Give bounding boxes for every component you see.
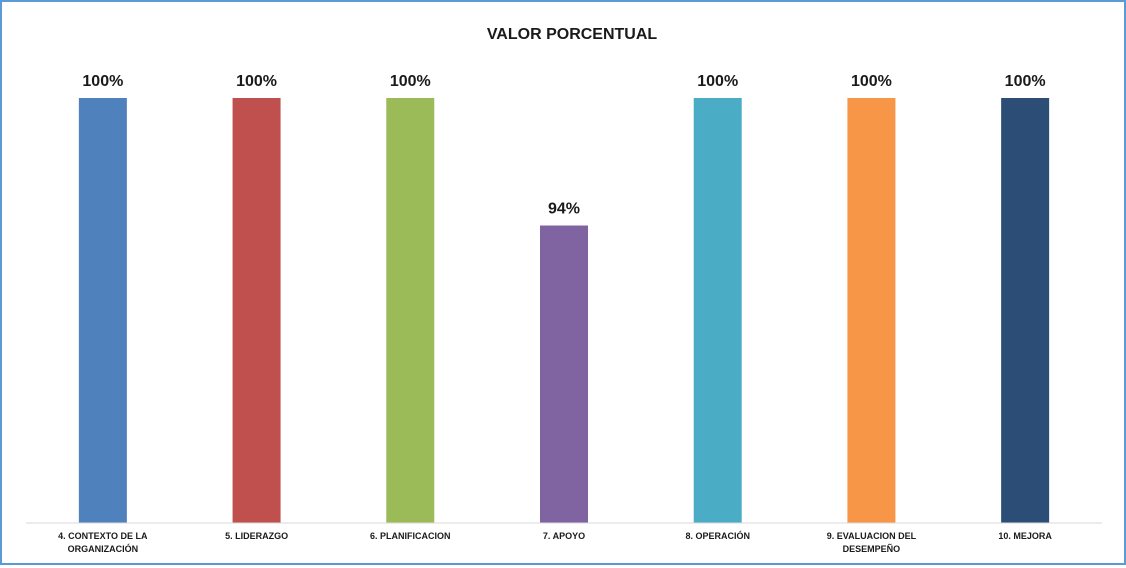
data-label-2: 100% — [236, 73, 277, 90]
bars-layer — [78, 98, 1050, 523]
bar-3 — [386, 98, 435, 523]
x-tick-label-7: 10. MEJORA — [998, 531, 1052, 541]
data-label-6: 100% — [851, 73, 892, 90]
data-label-5: 100% — [697, 73, 738, 90]
x-tick-label-6: 9. EVALUACION DEL DESEMPEÑO — [827, 531, 917, 554]
x-tick-label-4: 7. APOYO — [543, 531, 585, 541]
labels-layer: 100% 100% 100% 94% 100% 100% 100% — [82, 73, 1045, 218]
data-label-1: 100% — [82, 73, 123, 90]
x-tick-label-line: 7. APOYO — [543, 531, 585, 541]
bar-4 — [540, 225, 588, 523]
x-tick-label-line: DESEMPEÑO — [843, 544, 901, 554]
bar-7 — [1001, 98, 1050, 523]
x-tick-label-line: 6. PLANIFICACION — [370, 531, 451, 541]
x-tick-label-line: ORGANIZACIÓN — [68, 543, 139, 554]
x-tick-label-line: 9. EVALUACION DEL — [827, 531, 917, 541]
x-tick-label-line: 5. LIDERAZGO — [225, 531, 288, 541]
data-label-7: 100% — [1005, 73, 1046, 90]
bar-1 — [78, 98, 127, 523]
x-tick-label-2: 5. LIDERAZGO — [225, 531, 288, 541]
chart-title: VALOR PORCENTUAL — [487, 26, 658, 43]
x-tick-label-1: 4. CONTEXTO DE LA ORGANIZACIÓN — [58, 531, 148, 554]
x-tick-label-3: 6. PLANIFICACION — [370, 531, 451, 541]
bar-6 — [847, 98, 896, 523]
bar-2 — [232, 98, 281, 523]
data-label-3: 100% — [390, 73, 431, 90]
ticks-layer: 4. CONTEXTO DE LA ORGANIZACIÓN 5. LIDERAZG… — [58, 530, 1052, 554]
x-tick-label-line: 4. CONTEXTO DE LA — [58, 531, 148, 541]
bar-5 — [693, 98, 742, 523]
x-tick-label-line: 10. MEJORA — [998, 531, 1052, 541]
x-tick-label-5: 8. OPERACIÓN — [685, 530, 750, 541]
data-label-4: 94% — [548, 201, 580, 218]
x-tick-label-line: 8. OPERACIÓN — [685, 530, 750, 541]
